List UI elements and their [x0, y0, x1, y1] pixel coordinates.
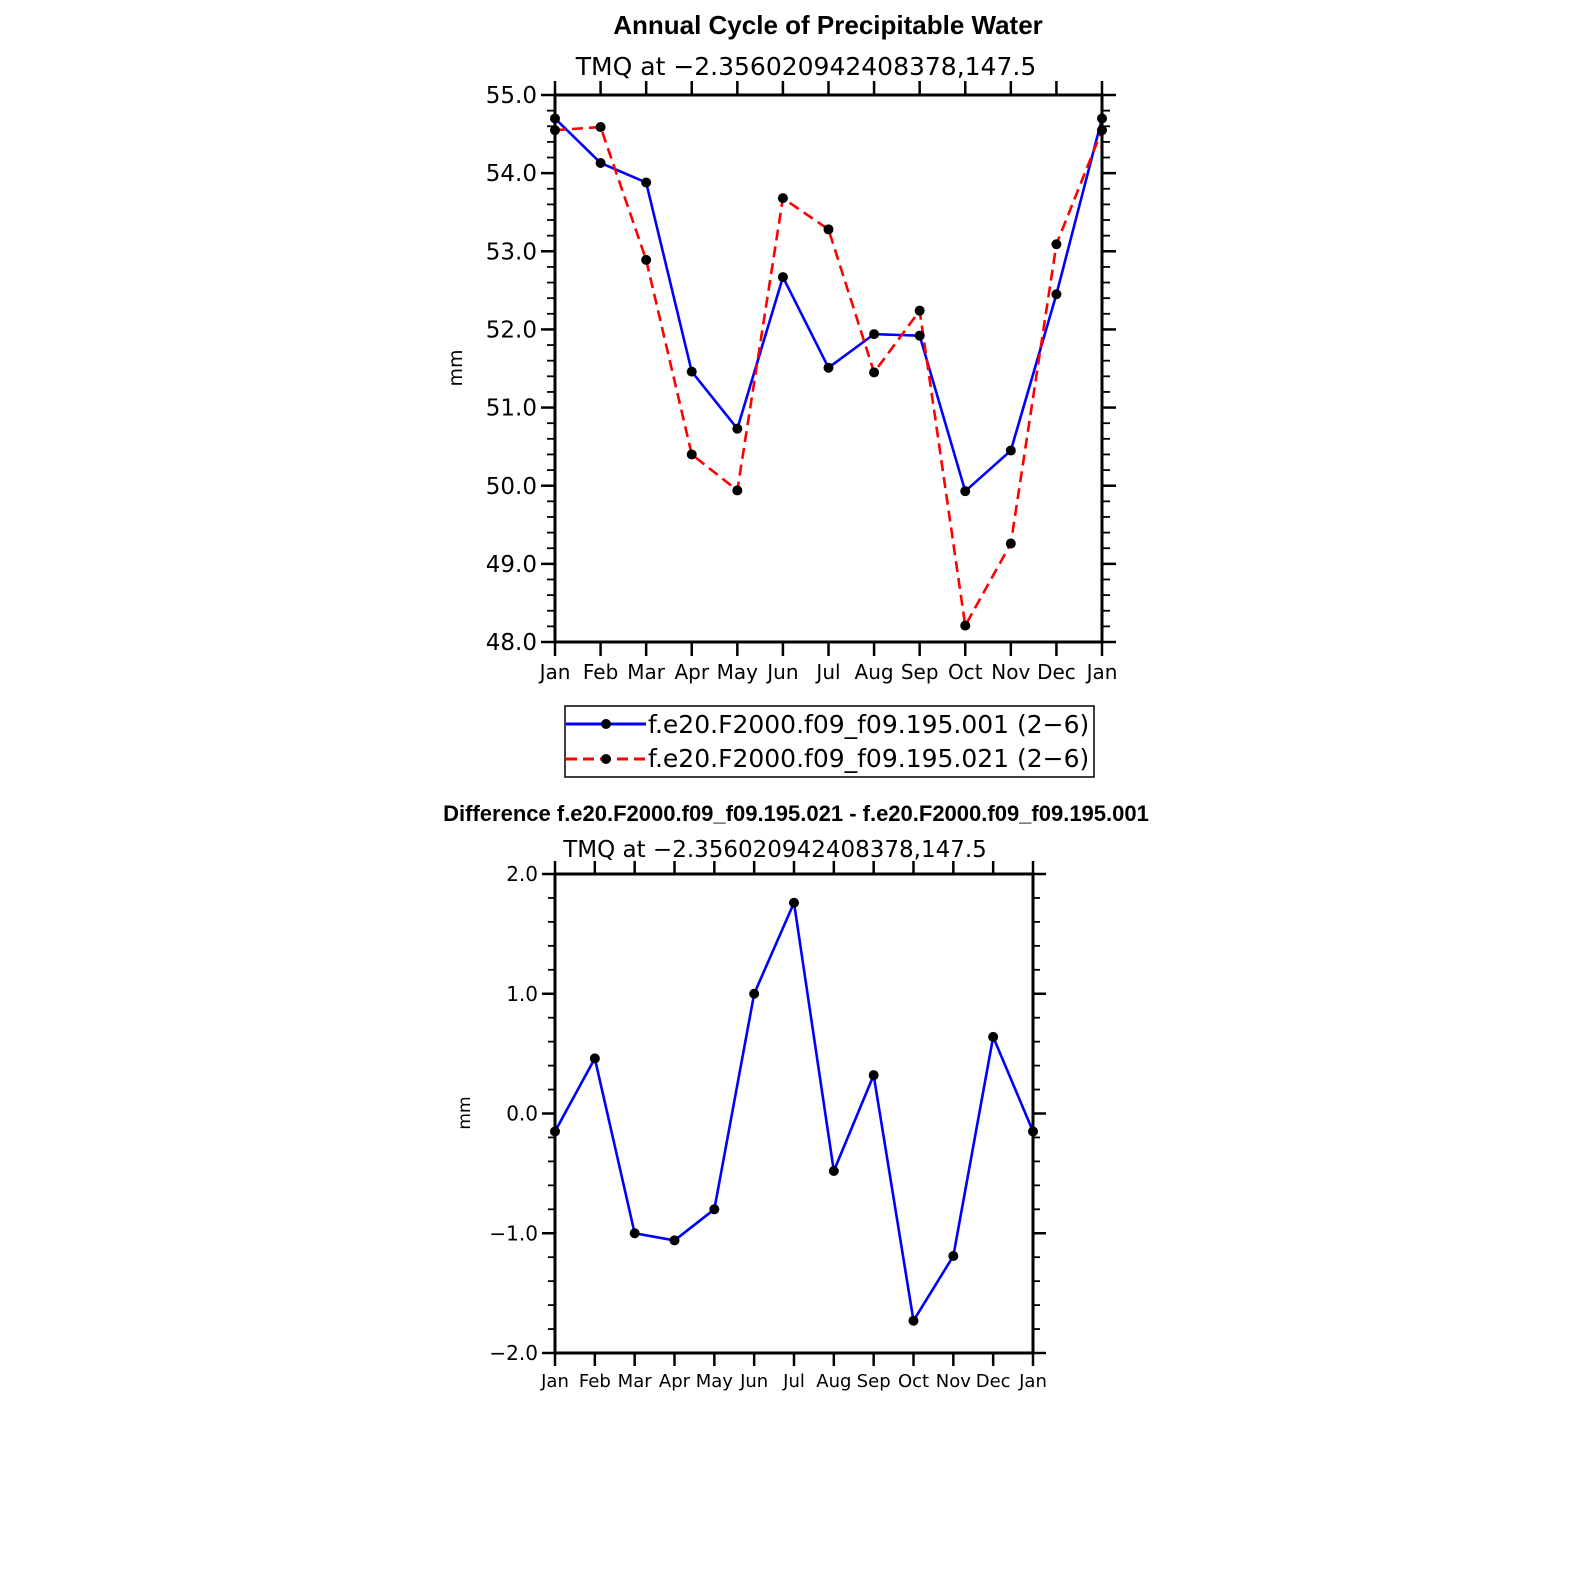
data-point-series-1: [589, 1053, 600, 1064]
y-tick-label: 51.0: [486, 396, 537, 422]
data-point-series-1: [732, 423, 743, 434]
y-tick-label: 50.0: [486, 474, 537, 500]
data-point-series-1: [789, 897, 799, 908]
data-point-series-1: [823, 362, 834, 373]
y-tick-label: 55.0: [486, 83, 537, 109]
data-point-series-1: [908, 1315, 919, 1326]
legend-label-series-1: f.e20.F2000.f09_f09.195.001 (2−6): [648, 710, 1089, 739]
y-tick-label: −2.0: [489, 1341, 538, 1365]
x-tick-label: Jan: [540, 1371, 569, 1392]
x-tick-label: Aug: [855, 660, 894, 684]
series-line-1: [553, 901, 1035, 1322]
y-tick-label: 0.0: [506, 1102, 538, 1126]
y-tick-label: 49.0: [486, 552, 537, 578]
data-point-series-1: [1051, 289, 1062, 300]
data-point-series-1: [669, 1235, 680, 1246]
x-tick-label: Jan: [538, 660, 571, 684]
x-tick-label: May: [696, 1371, 734, 1392]
x-tick-labels: Jan Feb Mar Apr May Jun Jul Aug Sep Oct Nov Dec Jan: [540, 1371, 1047, 1392]
chart-subtitle: TMQ at −2.356020942408378,147.5: [575, 52, 1036, 81]
data-point-series-1: [868, 1070, 879, 1081]
data-point-series-2: [777, 193, 788, 204]
data-point-series-1: [641, 177, 652, 188]
x-tick-label: Jul: [782, 1371, 805, 1392]
y-tick-label: 53.0: [486, 239, 537, 265]
data-point-series-1: [629, 1228, 640, 1239]
y-axis-label: mm: [445, 349, 467, 386]
y-tick-label: 1.0: [506, 982, 538, 1006]
chart-title: Difference f.e20.F2000.f09_f09.195.021 -…: [443, 801, 1149, 826]
data-point-series-2: [686, 449, 697, 460]
x-tick-label: Mar: [627, 660, 666, 684]
chart-subtitle: TMQ at −2.356020942408378,147.5: [562, 837, 987, 863]
legend-marker-series-1: [601, 719, 611, 729]
y-tick-label: 54.0: [486, 161, 537, 187]
data-point-series-1: [595, 157, 606, 168]
x-tick-label: Oct: [948, 660, 983, 684]
axis-ticks: [542, 861, 1046, 1366]
data-point-series-2: [869, 367, 880, 378]
x-tick-label: May: [717, 660, 759, 684]
chart-annual-cycle: Annual Cycle of Precipitable Water TMQ a…: [445, 10, 1118, 778]
x-tick-label: Apr: [674, 660, 709, 684]
chart-title: Annual Cycle of Precipitable Water: [613, 10, 1043, 40]
plot-frame: [553, 93, 1104, 644]
data-point-series-1: [988, 1031, 999, 1042]
chart-difference: Difference f.e20.F2000.f09_f09.195.021 -…: [443, 801, 1149, 1392]
data-point-series-2: [1051, 239, 1062, 250]
x-tick-label: Apr: [659, 1371, 691, 1392]
data-point-series-1: [960, 486, 971, 497]
x-tick-label: Mar: [618, 1371, 653, 1392]
legend-marker-series-2: [601, 754, 611, 764]
x-tick-label: Feb: [579, 1371, 611, 1392]
y-tick-label: 48.0: [486, 630, 537, 656]
data-point-series-1: [869, 329, 880, 340]
x-tick-label: Sep: [857, 1371, 891, 1392]
data-point-series-2: [960, 620, 971, 631]
plot-frame: [553, 872, 1035, 1355]
x-tick-label: Jun: [765, 660, 798, 684]
data-point-series-2: [732, 485, 743, 496]
data-point-series-1: [828, 1165, 839, 1176]
x-tick-label: Jul: [814, 660, 840, 684]
data-point-series-1: [914, 330, 925, 341]
data-point-series-1: [686, 366, 697, 377]
x-tick-label: Aug: [816, 1371, 851, 1392]
y-tick-label: 52.0: [486, 317, 537, 343]
data-point-series-2: [641, 254, 652, 265]
data-point-series-1: [777, 272, 788, 283]
y-axis-label: mm: [455, 1096, 475, 1129]
x-tick-label: Dec: [1037, 660, 1076, 684]
data-point-series-1: [948, 1251, 959, 1262]
y-tick-labels: 48.0 49.0 50.0 51.0 52.0 53.0 54.0 55.0: [486, 83, 537, 656]
series-group: [550, 113, 1107, 631]
data-point-series-2: [823, 224, 834, 235]
x-tick-label: Oct: [898, 1371, 929, 1392]
y-tick-label: 2.0: [506, 862, 538, 886]
x-tick-label: Jan: [1018, 1371, 1047, 1392]
x-tick-label: Dec: [976, 1371, 1011, 1392]
data-point-series-1: [709, 1204, 720, 1215]
data-point-series-1: [749, 988, 760, 999]
legend-box: [564, 705, 1095, 778]
series-line-2: [554, 125, 1104, 627]
x-tick-label: Jan: [1085, 660, 1118, 684]
x-tick-labels: Jan Feb Mar Apr May Jun Jul Aug Sep Oct Nov Dec Jan: [538, 660, 1118, 684]
x-tick-label: Jun: [739, 1371, 768, 1392]
data-point-series-1: [1005, 445, 1016, 456]
x-tick-label: Nov: [936, 1371, 971, 1392]
y-tick-label: −1.0: [489, 1221, 538, 1245]
y-tick-labels: −2.0 −1.0 0.0 1.0 2.0: [489, 862, 538, 1365]
series-group: [550, 897, 1038, 1326]
series-line-1: [554, 117, 1104, 493]
data-point-series-2: [914, 305, 925, 316]
data-point-series-2: [595, 122, 606, 133]
legend-label-series-2: f.e20.F2000.f09_f09.195.021 (2−6): [648, 744, 1089, 773]
x-tick-label: Nov: [991, 660, 1030, 684]
data-point-series-2: [1005, 538, 1016, 549]
legend: f.e20.F2000.f09_f09.195.001 (2−6) f.e20.…: [564, 705, 1095, 778]
x-tick-label: Feb: [583, 660, 618, 684]
x-tick-label: Sep: [901, 660, 939, 684]
